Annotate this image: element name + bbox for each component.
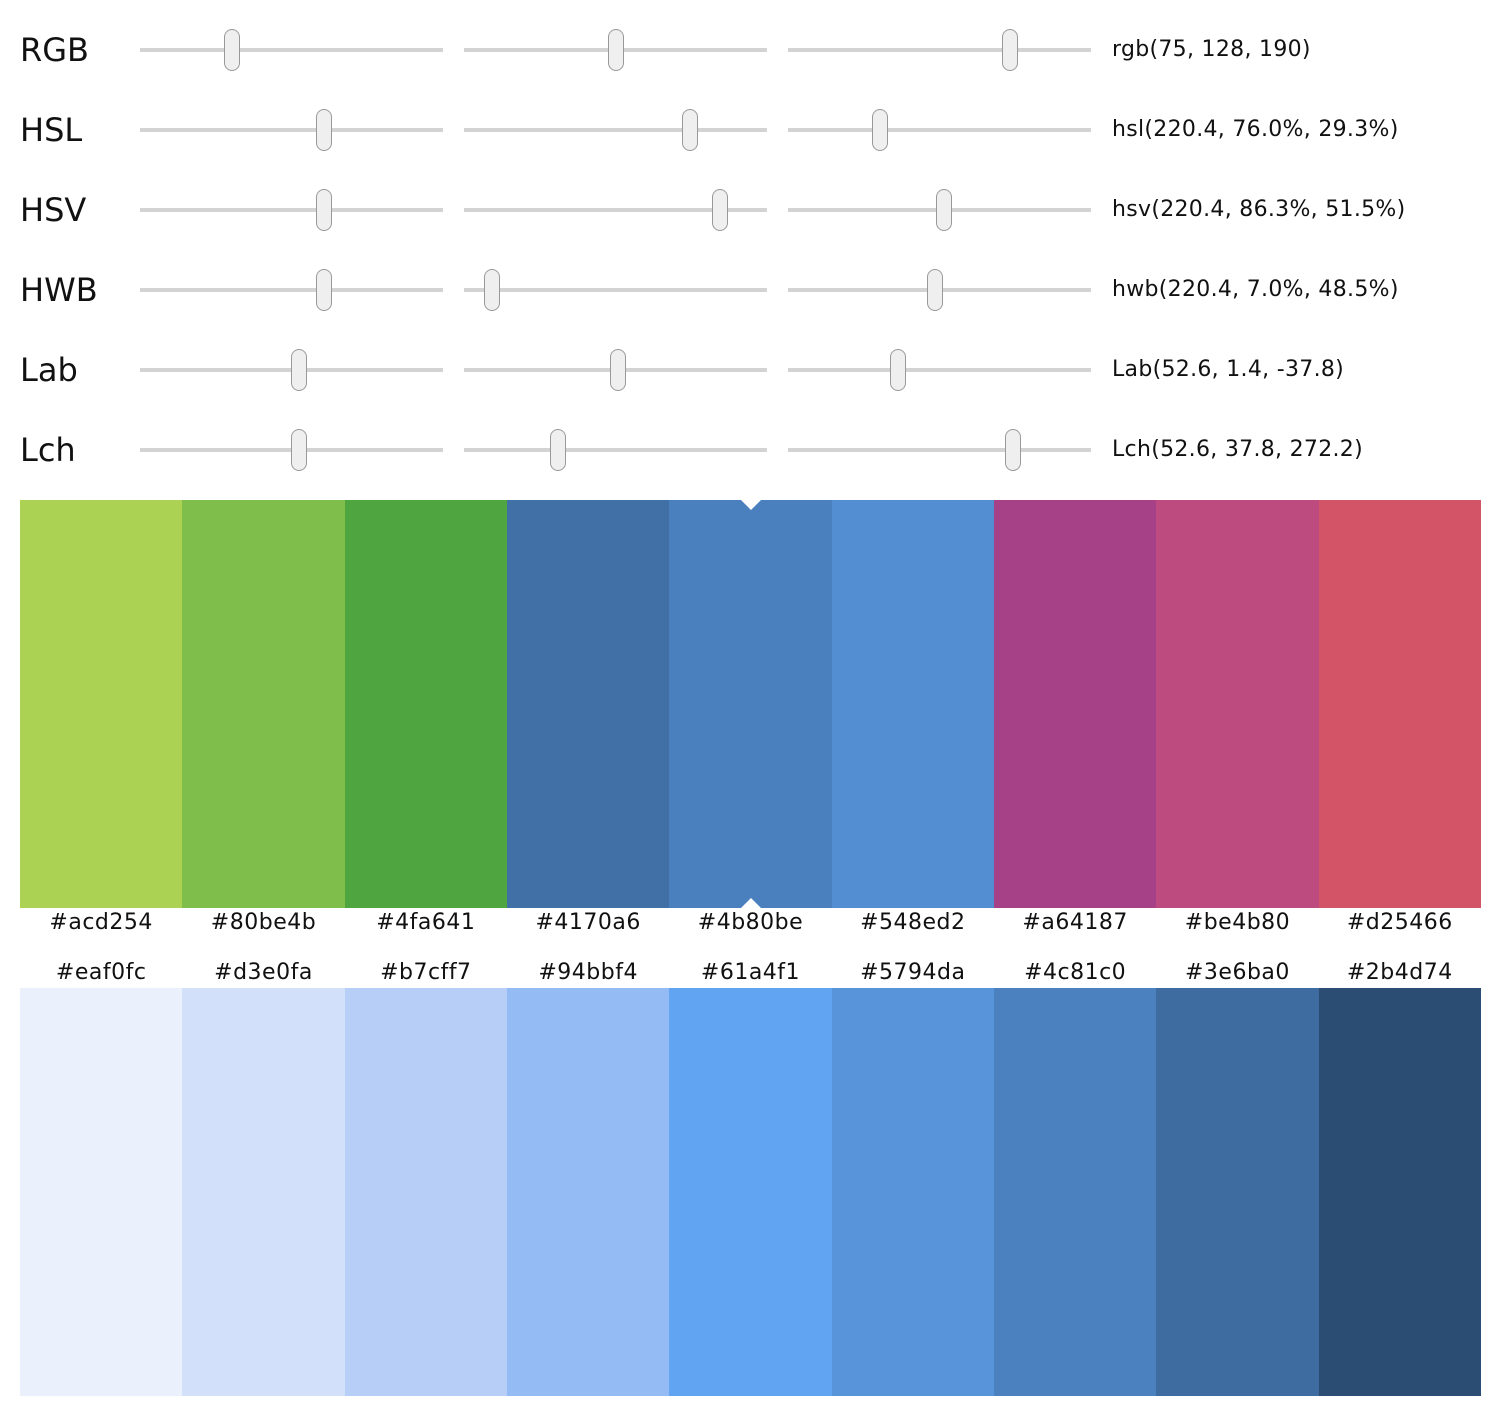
selected-marker-top-icon: [740, 500, 761, 510]
shade-swatches: [20, 988, 1481, 1396]
shades-hex-label: #61a4f1: [700, 960, 801, 985]
slider-row-label: RGB: [20, 31, 89, 69]
shades-swatch[interactable]: [344, 988, 507, 1396]
shades-swatch[interactable]: [1156, 988, 1319, 1396]
slider-thumb[interactable]: [889, 349, 906, 391]
slider-thumb[interactable]: [872, 109, 889, 151]
color-value-text: hsl(220.4, 76.0%, 29.3%): [1112, 117, 1399, 142]
color-value-text: rgb(75, 128, 190): [1112, 37, 1311, 62]
slider-track[interactable]: [788, 349, 1091, 391]
slider-track[interactable]: [464, 269, 767, 311]
slider-thumb[interactable]: [290, 349, 307, 391]
slider-row-hsl: HSL hsl(220.4, 76.0%, 29.3%): [0, 90, 1501, 170]
color-value-text: Lab(52.6, 1.4, -37.8): [1112, 357, 1345, 382]
shades-swatch[interactable]: [669, 988, 832, 1396]
color-value-text: hsv(220.4, 86.3%, 51.5%): [1112, 197, 1406, 222]
slider-track[interactable]: [788, 269, 1091, 311]
slider-thumb[interactable]: [484, 269, 501, 311]
palette-swatch[interactable]: [669, 500, 832, 908]
shades-swatch[interactable]: [182, 988, 345, 1396]
shades-swatch[interactable]: [506, 988, 670, 1396]
shades-hex-label: #2b4d74: [1346, 960, 1453, 985]
palette-hex-label: #548ed2: [860, 910, 966, 935]
slider-row-label: Lab: [20, 351, 78, 389]
slider-track[interactable]: [464, 189, 767, 231]
slider-track[interactable]: [464, 109, 767, 151]
slider-track[interactable]: [140, 29, 443, 71]
shades-hex-label: #94bbf4: [538, 960, 638, 985]
palette-swatch[interactable]: [1318, 500, 1481, 908]
slider-track[interactable]: [464, 429, 767, 471]
shades-hex-label: #3e6ba0: [1185, 960, 1290, 985]
palette-swatch[interactable]: [20, 500, 183, 908]
slider-row-lab: Lab Lab(52.6, 1.4, -37.8): [0, 330, 1501, 410]
slider-thumb[interactable]: [608, 29, 625, 71]
slider-thumb[interactable]: [550, 429, 567, 471]
slider-row-hwb: HWB hwb(220.4, 7.0%, 48.5%): [0, 250, 1501, 330]
shades-swatch[interactable]: [831, 988, 994, 1396]
shades-hex-label: #b7cff7: [380, 960, 472, 985]
shades-swatch[interactable]: [1318, 988, 1481, 1396]
slider-thumb[interactable]: [935, 189, 952, 231]
slider-row-label: HWB: [20, 271, 98, 309]
slider-track[interactable]: [788, 29, 1091, 71]
palette-swatch[interactable]: [182, 500, 345, 908]
slider-track[interactable]: [464, 349, 767, 391]
slider-row-label: HSV: [20, 191, 87, 229]
palette-hex-label: #80be4b: [210, 910, 317, 935]
shades-swatch[interactable]: [993, 988, 1157, 1396]
shades-hex-label: #eaf0fc: [55, 960, 147, 985]
slider-track[interactable]: [140, 429, 443, 471]
palette-swatch[interactable]: [993, 500, 1157, 908]
slider-track[interactable]: [464, 29, 767, 71]
slider-thumb[interactable]: [609, 349, 626, 391]
slider-thumb[interactable]: [290, 429, 307, 471]
selected-marker-bottom-icon: [740, 898, 761, 908]
palette-hex-label: #acd254: [49, 910, 153, 935]
slider-row-rgb: RGB rgb(75, 128, 190): [0, 10, 1501, 90]
color-value-text: Lch(52.6, 37.8, 272.2): [1112, 437, 1363, 462]
palette-hex-label: #4b80be: [697, 910, 804, 935]
palette-swatches: [20, 500, 1481, 908]
slider-row-lch: Lch Lch(52.6, 37.8, 272.2): [0, 410, 1501, 490]
slider-thumb[interactable]: [315, 189, 332, 231]
palette-hex-label: #a64187: [1022, 910, 1128, 935]
slider-row-label: Lch: [20, 431, 76, 469]
palette-swatch[interactable]: [1156, 500, 1319, 908]
palette-swatch[interactable]: [831, 500, 994, 908]
palette-swatch[interactable]: [506, 500, 670, 908]
shades-hex-label: #4c81c0: [1024, 960, 1127, 985]
palette-hex-label: #4170a6: [535, 910, 641, 935]
slider-thumb[interactable]: [224, 29, 241, 71]
slider-track[interactable]: [788, 189, 1091, 231]
slider-thumb[interactable]: [1004, 429, 1021, 471]
slider-thumb[interactable]: [927, 269, 944, 311]
palette-swatch[interactable]: [344, 500, 507, 908]
slider-thumb[interactable]: [315, 269, 332, 311]
slider-track[interactable]: [140, 269, 443, 311]
slider-track[interactable]: [140, 349, 443, 391]
slider-row-label: HSL: [20, 111, 83, 149]
color-value-text: hwb(220.4, 7.0%, 48.5%): [1112, 277, 1399, 302]
shades-swatch[interactable]: [20, 988, 183, 1396]
shade-hex-labels: #eaf0fc #d3e0fa #b7cff7 #94bbf4 #61a4f1 #5794…: [20, 953, 1481, 993]
slider-thumb[interactable]: [315, 109, 332, 151]
shades-hex-label: #d3e0fa: [214, 960, 313, 985]
palette-hex-labels: #acd254 #80be4b #4fa641 #4170a6 #4b80be #548e…: [20, 903, 1481, 943]
slider-track[interactable]: [788, 429, 1091, 471]
slider-row-hsv: HSV hsv(220.4, 86.3%, 51.5%): [0, 170, 1501, 250]
palette-hex-label: #d25466: [1346, 910, 1453, 935]
palette-hex-label: #be4b80: [1184, 910, 1291, 935]
slider-thumb[interactable]: [1001, 29, 1018, 71]
slider-track[interactable]: [140, 109, 443, 151]
slider-track[interactable]: [788, 109, 1091, 151]
shades-hex-label: #5794da: [860, 960, 966, 985]
slider-thumb[interactable]: [711, 189, 728, 231]
slider-track[interactable]: [140, 189, 443, 231]
slider-thumb[interactable]: [682, 109, 699, 151]
palette-hex-label: #4fa641: [376, 910, 476, 935]
